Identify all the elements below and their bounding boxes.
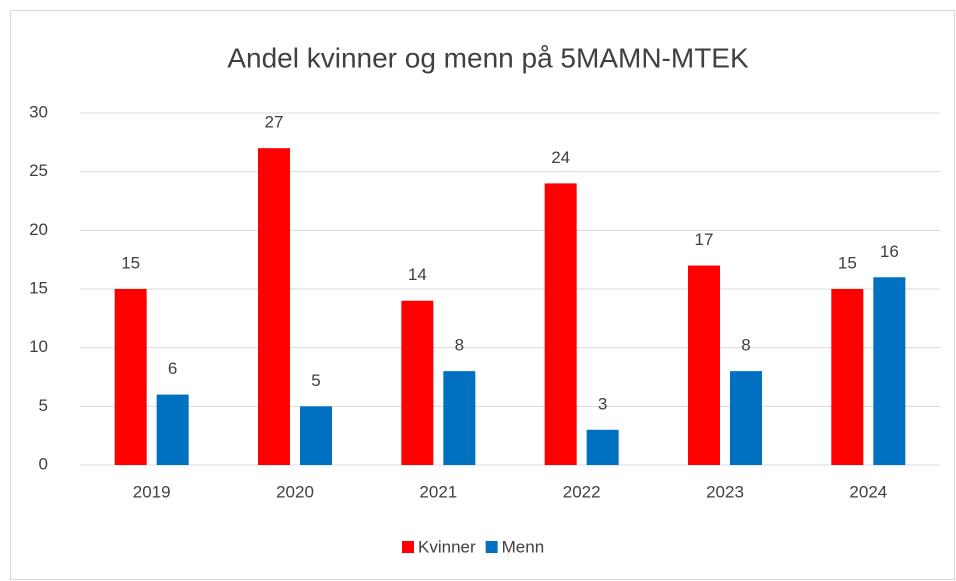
x-tick-label: 2019	[133, 482, 171, 501]
legend-swatch	[485, 541, 498, 553]
data-label: 5	[311, 371, 320, 390]
data-label: 15	[838, 253, 857, 272]
data-label: 8	[741, 336, 750, 355]
y-tick-label: 5	[39, 396, 48, 415]
bar	[401, 300, 434, 465]
x-tick-label: 2020	[276, 482, 314, 501]
y-tick-label: 15	[29, 278, 48, 297]
y-tick-label: 20	[29, 220, 48, 239]
bar	[114, 289, 147, 465]
bar	[831, 289, 864, 465]
data-label: 27	[265, 113, 284, 132]
data-label: 16	[880, 242, 899, 261]
data-label: 24	[551, 148, 570, 167]
data-label: 17	[695, 230, 714, 249]
data-label: 8	[455, 336, 464, 355]
y-tick-label: 0	[39, 454, 48, 473]
legend-label: Menn	[502, 537, 545, 556]
x-tick-label: 2022	[563, 482, 601, 501]
bar	[443, 371, 476, 465]
y-tick-label: 10	[29, 337, 48, 356]
bar	[300, 406, 332, 465]
bar	[688, 265, 720, 465]
x-tick-label: 2024	[849, 482, 887, 501]
legend-label: Kvinner	[418, 537, 476, 556]
x-tick-label: 2021	[419, 482, 457, 501]
bar	[586, 429, 619, 465]
bar	[258, 148, 290, 465]
chart-title: Andel kvinner og menn på 5MAMN-MTEK	[227, 42, 749, 73]
y-tick-label: 30	[29, 102, 48, 121]
data-label: 14	[408, 265, 427, 284]
bar	[730, 371, 762, 465]
data-label: 6	[168, 359, 177, 378]
bar	[544, 183, 577, 465]
bar	[156, 394, 189, 465]
legend-swatch	[402, 541, 414, 553]
y-tick-label: 25	[29, 161, 48, 180]
chart-border	[10, 10, 955, 580]
data-label: 15	[121, 253, 140, 272]
bar	[873, 277, 906, 465]
x-tick-label: 2023	[706, 482, 744, 501]
data-label: 3	[598, 394, 607, 413]
